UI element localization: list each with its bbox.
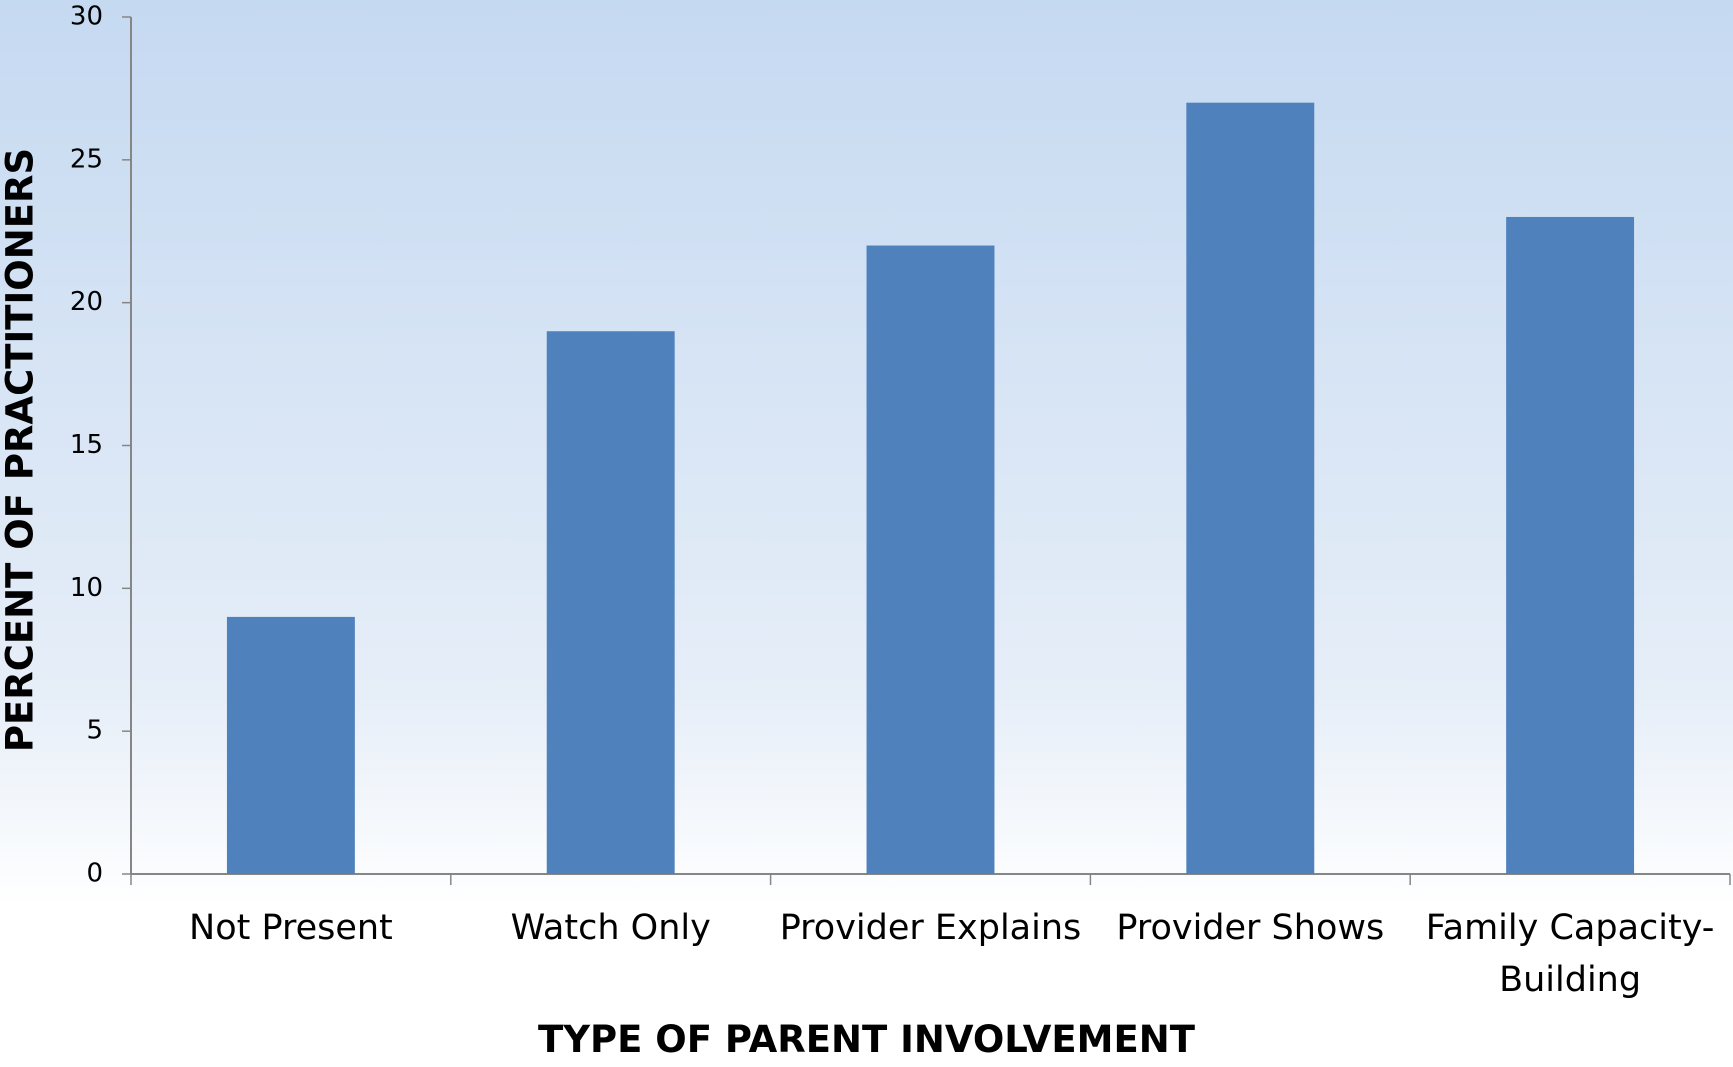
x-tick-label: Provider Shows — [1116, 908, 1385, 948]
x-tick-label: Not Present — [189, 908, 393, 948]
y-tick-label: 30 — [70, 2, 103, 32]
bar — [1186, 102, 1315, 874]
y-tick-label: 20 — [70, 287, 103, 317]
bar — [1506, 216, 1635, 874]
x-tick-label: Watch Only — [510, 908, 711, 948]
bar — [546, 331, 675, 874]
x-tick-label: Family Capacity-Building — [1425, 908, 1715, 1000]
y-tick-label: 10 — [70, 573, 103, 603]
x-axis-title: TYPE OF PARENT INVOLVEMENT — [538, 1018, 1195, 1061]
y-tick-label: 5 — [86, 716, 103, 746]
y-axis-title: PERCENT OF PRACTITIONERS — [0, 148, 42, 752]
y-tick-label: 0 — [86, 859, 103, 889]
y-tick-label: 15 — [70, 430, 103, 460]
bar — [226, 616, 355, 874]
y-tick-label: 25 — [70, 144, 103, 174]
bar — [866, 245, 995, 875]
x-tick-label: Provider Explains — [779, 908, 1082, 948]
